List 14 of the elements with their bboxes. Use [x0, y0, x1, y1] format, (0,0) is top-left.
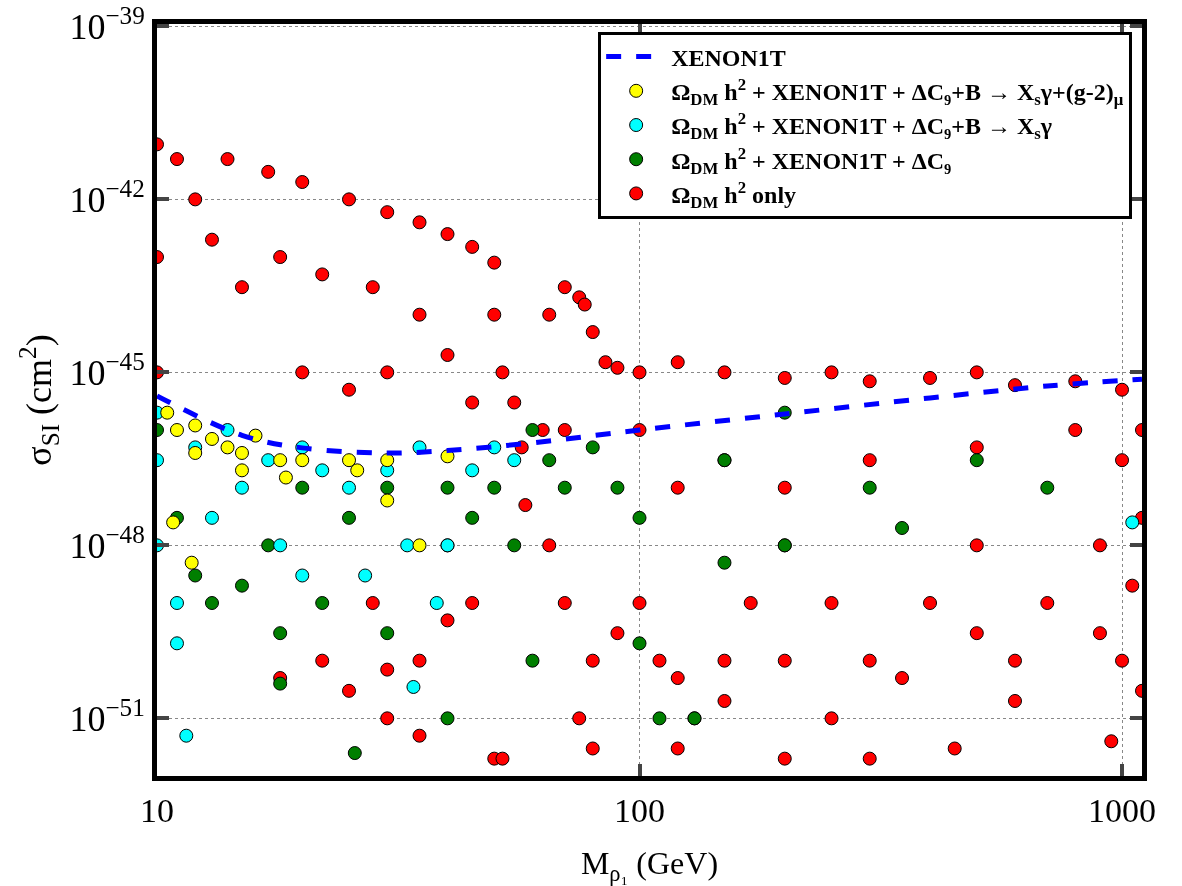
- legend-label: Ω$_{DM}$ h$^{2}$ + XENON1T + ΔC₉+B → X$_{s}$γ+(g-2)$_{μ}$: [671, 75, 1124, 110]
- legend-label: XENON1T: [671, 44, 786, 71]
- x-tick-label: 10: [140, 791, 174, 829]
- x-tick-label: 1000: [1088, 791, 1157, 829]
- legend-label: Ω$_{DM}$ h$^{2}$ only: [671, 177, 797, 212]
- x-tick-label: 100: [614, 791, 666, 829]
- y-tick-label: 10$^{−48}$: [69, 520, 145, 566]
- y-tick-label: 10$^{−45}$: [69, 347, 145, 393]
- x-axis-title: M$_{ρ₁}$ (GeV): [580, 845, 719, 886]
- y-tick-label: 10$^{−42}$: [69, 174, 145, 220]
- legend-label: Ω$_{DM}$ h$^{2}$ + XENON1T + ΔC₉: [671, 143, 952, 178]
- y-tick-label: 10$^{−39}$: [69, 1, 145, 47]
- y-tick-label: 10$^{−51}$: [69, 693, 145, 739]
- legend-label: Ω$_{DM}$ h$^{2}$ + XENON1T + ΔC₉+B → X$_{s}$γ: [671, 109, 1053, 144]
